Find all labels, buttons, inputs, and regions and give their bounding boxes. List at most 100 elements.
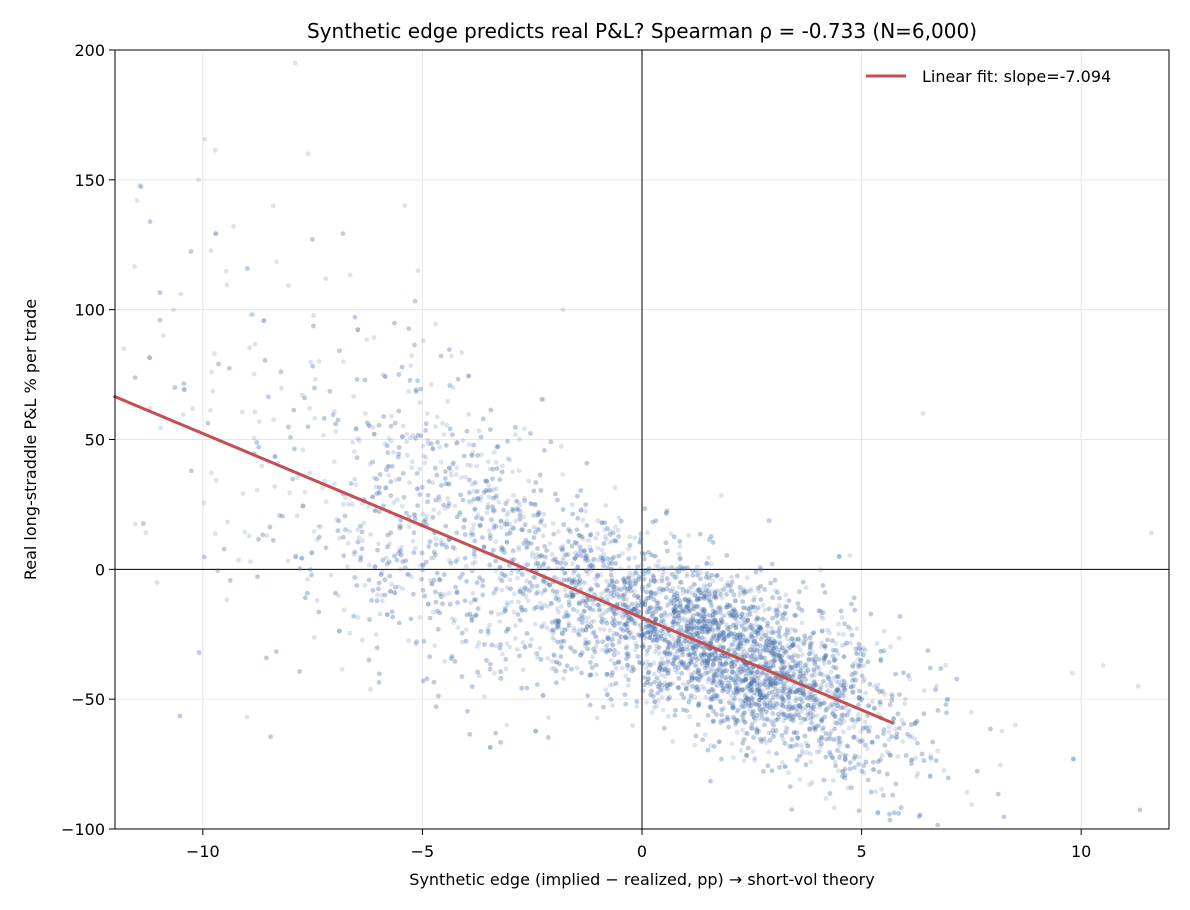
scatter-point — [630, 723, 635, 729]
scatter-point — [491, 487, 496, 492]
scatter-point — [729, 613, 735, 618]
scatter-point — [393, 477, 399, 483]
scatter-point — [599, 591, 604, 597]
scatter-point — [714, 683, 720, 689]
scatter-point — [663, 653, 669, 659]
scatter-point — [637, 623, 643, 628]
scatter-point — [710, 666, 715, 672]
scatter-point — [382, 577, 388, 583]
scatter-point — [632, 535, 638, 540]
scatter-point — [753, 609, 759, 614]
scatter-point — [353, 482, 359, 488]
scatter-point — [741, 649, 747, 654]
scatter-point — [842, 705, 848, 711]
scatter-point — [759, 655, 765, 661]
scatter-point — [501, 507, 506, 513]
scatter-point — [890, 792, 895, 798]
scatter-point — [740, 700, 746, 706]
scatter-point — [764, 638, 770, 643]
scatter-point — [594, 635, 600, 641]
scatter-point — [759, 633, 765, 639]
scatter-point — [737, 631, 742, 636]
scatter-point — [503, 657, 509, 662]
scatter-point — [661, 569, 666, 575]
scatter-point — [595, 531, 601, 536]
scatter-point — [710, 588, 715, 594]
scatter-point — [755, 627, 761, 633]
scatter-point — [699, 644, 705, 649]
scatter-point — [789, 737, 795, 742]
scatter-point — [752, 684, 758, 690]
scatter-point — [692, 662, 698, 668]
scatter-point — [522, 607, 528, 613]
scatter-point — [708, 597, 713, 603]
scatter-point — [352, 476, 358, 482]
scatter-point — [831, 676, 836, 681]
scatter-point — [339, 666, 345, 672]
scatter-point — [711, 609, 717, 614]
scatter-point — [735, 642, 740, 648]
scatter-point — [752, 638, 758, 644]
scatter-point — [302, 489, 308, 495]
scatter-point — [554, 624, 560, 629]
scatter-point — [752, 755, 758, 761]
scatter-point — [786, 630, 792, 636]
scatter-point — [590, 601, 596, 607]
scatter-point — [772, 607, 778, 613]
scatter-point — [766, 635, 772, 641]
scatter-point — [769, 625, 775, 631]
scatter-point — [527, 587, 533, 593]
scatter-point — [853, 678, 859, 683]
scatter-point — [540, 564, 546, 569]
scatter-point — [657, 679, 662, 685]
scatter-point — [773, 609, 779, 615]
scatter-point — [417, 563, 423, 568]
scatter-point — [485, 459, 491, 464]
scatter-point — [688, 672, 694, 677]
scatter-point — [592, 576, 598, 582]
scatter-point — [196, 650, 202, 655]
scatter-point — [380, 557, 386, 563]
scatter-point — [648, 662, 653, 668]
scatter-point — [750, 696, 756, 702]
scatter-point — [497, 565, 503, 571]
scatter-point — [823, 796, 829, 801]
scatter-point — [425, 437, 431, 443]
scatter-point — [719, 718, 724, 723]
scatter-point — [475, 606, 481, 612]
scatter-point — [654, 646, 660, 652]
scatter-point — [670, 660, 676, 666]
scatter-point — [520, 639, 526, 645]
scatter-point — [626, 565, 632, 570]
scatter-point — [765, 679, 771, 685]
scatter-point — [686, 533, 692, 538]
scatter-point — [555, 639, 561, 645]
scatter-point — [468, 532, 474, 538]
scatter-point — [615, 528, 621, 533]
scatter-point — [836, 631, 841, 637]
scatter-point — [610, 633, 616, 639]
scatter-point — [895, 711, 901, 717]
scatter-point — [751, 597, 757, 603]
scatter-point — [533, 480, 539, 485]
scatter-point — [754, 725, 760, 731]
scatter-point — [420, 587, 426, 593]
scatter-point — [744, 668, 750, 673]
scatter-point — [998, 762, 1003, 768]
scatter-point — [677, 544, 683, 549]
scatter-point — [662, 649, 667, 655]
scatter-point — [674, 590, 679, 596]
scatter-point — [851, 724, 857, 730]
scatter-point — [745, 745, 751, 751]
scatter-point — [779, 685, 785, 691]
scatter-point — [537, 645, 543, 651]
scatter-point — [564, 626, 570, 632]
scatter-point — [717, 658, 723, 664]
scatter-point — [673, 621, 679, 627]
scatter-point — [694, 589, 700, 594]
scatter-point — [558, 444, 564, 449]
scatter-point — [582, 615, 587, 620]
scatter-point — [627, 534, 633, 540]
scatter-point — [340, 231, 346, 237]
scatter-point — [762, 722, 767, 728]
